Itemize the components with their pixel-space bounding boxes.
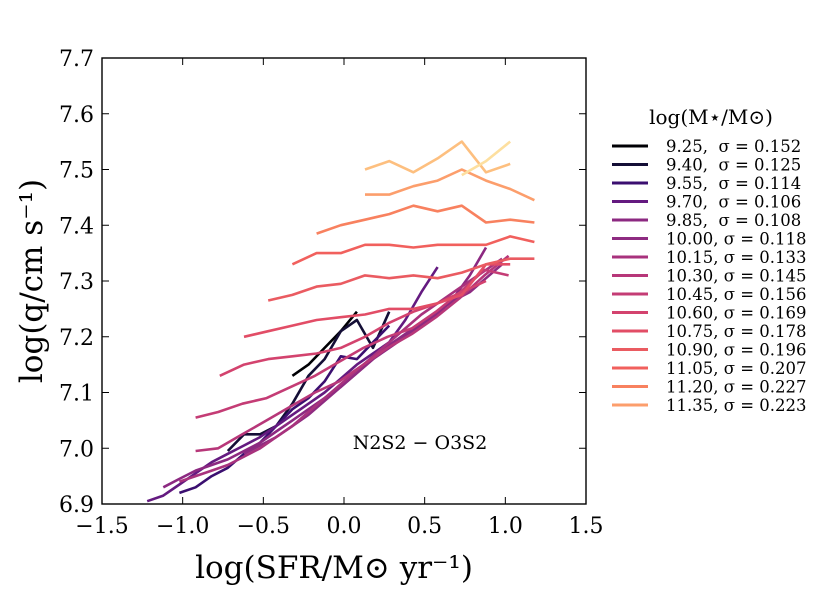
legend-entry-label: 10.15, σ = 0.133 [666,248,807,267]
legend-entry-label: 10.60, σ = 0.169 [666,304,807,323]
y-tick-label: 7.3 [59,270,94,295]
x-tick-label: 1.5 [569,514,604,539]
series-line-11 [267,257,535,302]
legend-entry-label: 9.40, σ = 0.125 [666,156,801,175]
series-line-1 [226,311,391,452]
y-tick-label: 7.5 [59,159,94,184]
x-tick-label: 0.0 [327,514,362,539]
legend-entry-label: 11.05, σ = 0.207 [666,359,807,378]
legend-entry-label: 10.75, σ = 0.178 [666,322,807,341]
series-line-2 [178,324,391,495]
series-line-12 [291,235,535,266]
x-tick-label: −1.5 [75,514,128,539]
series-line-10 [243,262,511,339]
x-axis-label: log(SFR/M⊙ yr⁻¹) [195,550,473,586]
y-tick-label: 7.7 [59,47,94,72]
y-tick-label: 7.4 [59,214,94,239]
y-tick-label: 7.2 [59,326,94,351]
series-line-16 [461,140,512,177]
legend-title: log(M⋆/M⊙) [649,105,773,129]
legend-entry-label: 11.20, σ = 0.227 [666,378,807,397]
x-tick-label: 1.0 [488,514,523,539]
legend-entry-label: 9.85, σ = 0.108 [666,211,801,230]
legend-entry-label: 10.00, σ = 0.118 [666,230,807,249]
axis-ticks: −1.5 −1.0 −0.5 0.0 0.5 1.0 1.5 6.9 7.0 7.1 7.2 7.3 7… [59,47,604,539]
series-line-6 [178,257,503,483]
legend-entry-label: 9.25, σ = 0.152 [666,137,801,156]
series-line-14 [365,168,535,202]
x-tick-label: −1.0 [156,514,209,539]
legend-entry-label: 10.45, σ = 0.156 [666,285,807,304]
legend-entry-label: 10.90, σ = 0.196 [666,341,807,360]
plot-frame [101,57,587,505]
method-annotation: N2S2 − O3S2 [353,432,488,454]
series-line-0 [291,310,358,377]
legend-entry-label: 10.30, σ = 0.145 [666,267,807,286]
y-tick-label: 7.6 [59,103,94,128]
legend-entry-label: 9.55, σ = 0.114 [666,174,801,193]
legend-entry-label: 9.70, σ = 0.106 [666,193,801,212]
series-line-9 [219,279,487,377]
y-tick-label: 7.0 [59,437,94,462]
series-lines [146,140,535,503]
y-tick-label: 6.9 [59,493,94,518]
legend-entry-label: 11.35, σ = 0.223 [666,396,807,415]
x-tick-label: −0.5 [237,514,290,539]
series-line-15 [364,140,511,174]
series-line-7 [195,254,510,453]
series-line-13 [316,204,535,235]
y-axis-label: log(q/cm s⁻¹) [14,179,50,383]
y-tick-label: 7.1 [59,382,94,407]
series-line-3 [146,266,439,503]
x-tick-label: 0.5 [407,514,442,539]
